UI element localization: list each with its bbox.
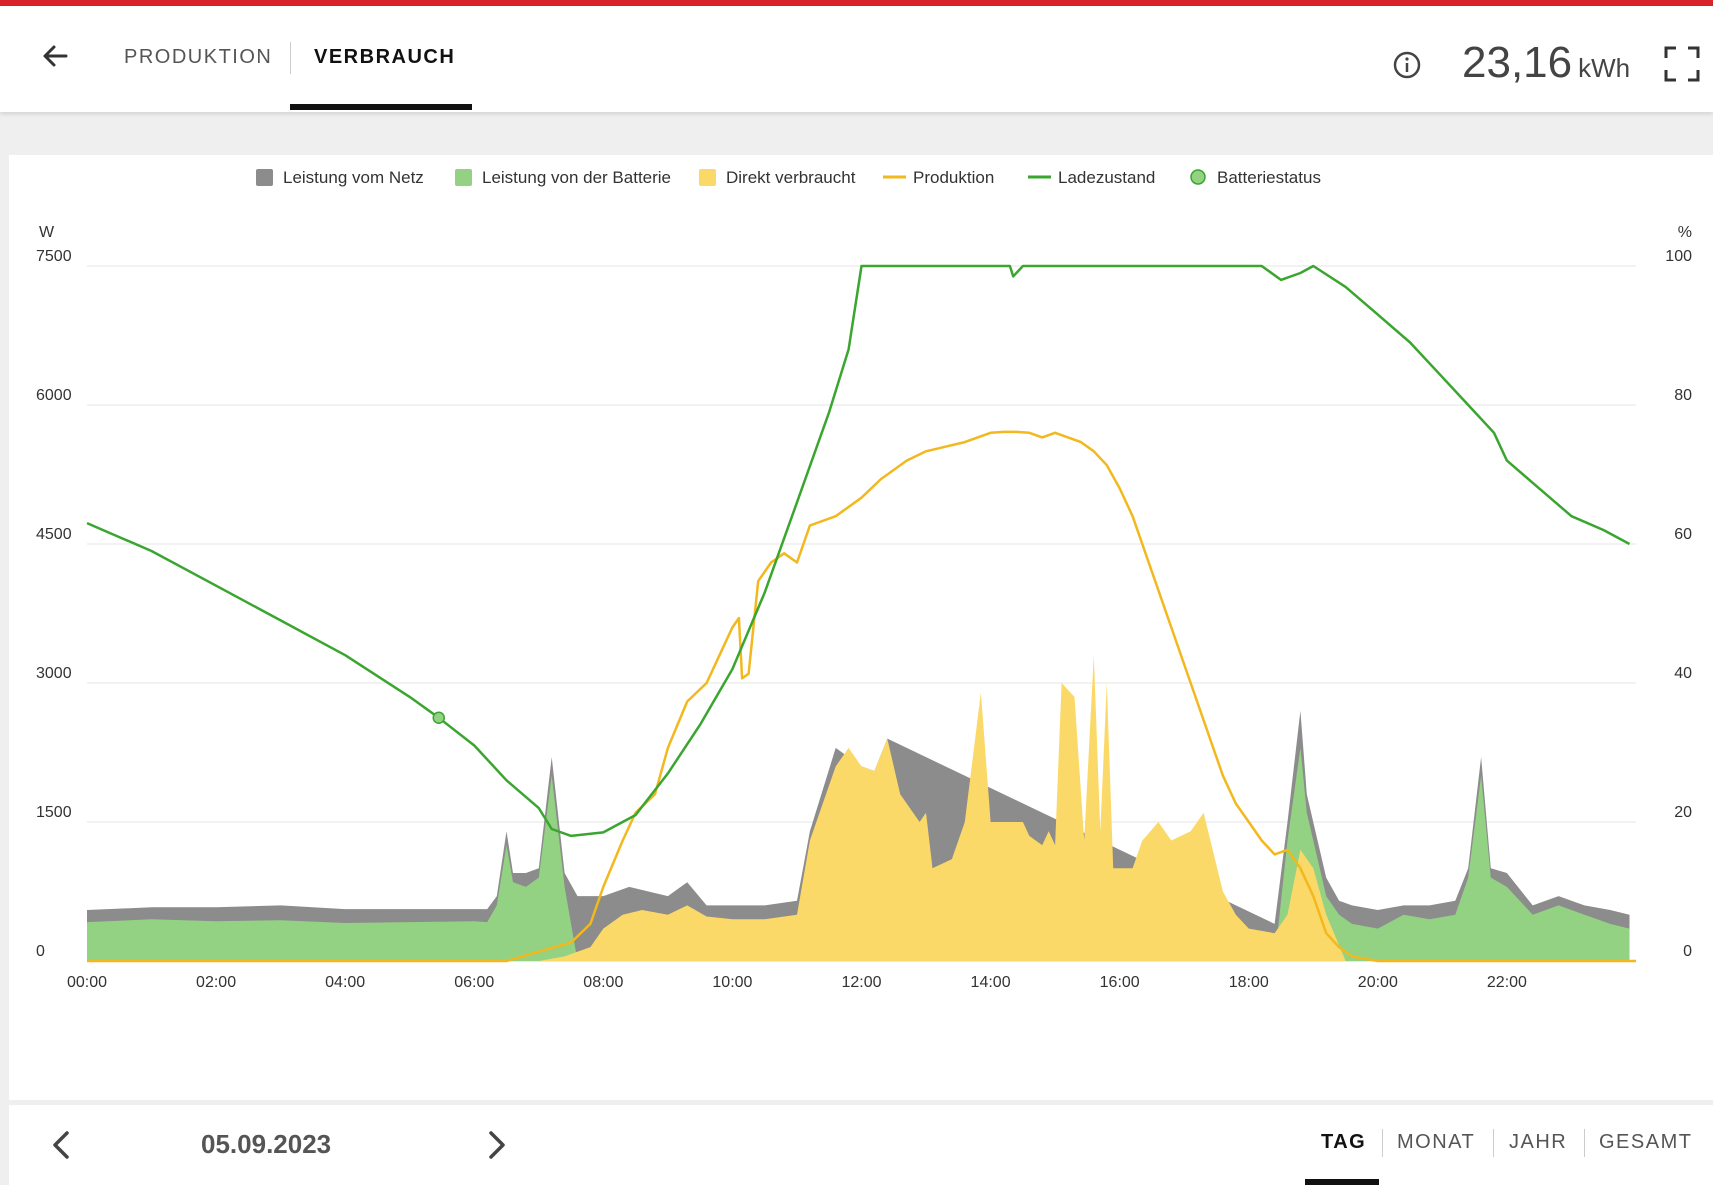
area-series <box>87 655 1636 961</box>
x-tick-label: 20:00 <box>1358 974 1398 991</box>
legend-swatch <box>256 169 273 186</box>
period-divider <box>1382 1129 1383 1157</box>
energy-total: 23,16 kWh <box>1462 38 1630 88</box>
active-tab-indicator <box>290 104 472 110</box>
x-tick-label: 18:00 <box>1229 974 1269 991</box>
legend-label: Direkt verbraucht <box>726 168 856 187</box>
legend-item[interactable]: Leistung vom Netz <box>256 168 424 187</box>
area-leistung-von-der-batterie <box>87 747 1630 961</box>
fullscreen-button[interactable] <box>1664 46 1700 82</box>
legend-label: Leistung vom Netz <box>283 168 424 187</box>
chevron-left-icon <box>53 1131 69 1159</box>
tab-verbrauch[interactable]: VERBRAUCH <box>314 46 456 68</box>
y-tick-label-left: 1500 <box>36 804 72 821</box>
y-tick-label-right: 100 <box>1665 248 1692 265</box>
y-tick-label-right: 0 <box>1683 943 1692 960</box>
legend-swatch <box>1190 169 1206 185</box>
info-icon <box>1393 51 1421 79</box>
legend-item[interactable]: Produktion <box>883 168 994 187</box>
legend: Leistung vom Netz Leistung von der Batter… <box>256 168 1321 187</box>
legend-swatch <box>455 169 472 186</box>
y-tick-label-right: 40 <box>1674 665 1692 682</box>
y-tick-label-left: 0 <box>36 943 45 960</box>
period-divider <box>1493 1129 1494 1157</box>
x-tick-label: 14:00 <box>971 974 1011 991</box>
y-tick-label-right: 80 <box>1674 387 1692 404</box>
current-date[interactable]: 05.09.2023 <box>201 1129 332 1159</box>
area-direkt-verbraucht <box>87 655 1636 961</box>
period-divider <box>1584 1129 1585 1157</box>
battery-status-marker[interactable] <box>432 711 446 724</box>
period-tag[interactable]: TAG <box>1321 1131 1367 1153</box>
axis-labels: 0 1500 3000 4500 6000 7500 0 20 40 60 80 100 W % 00:00… <box>36 224 1692 991</box>
legend-item[interactable]: Batteriestatus <box>1190 168 1321 187</box>
consumption-chart: Leistung vom Netz Leistung von der Batter… <box>36 168 1692 991</box>
legend-label: Produktion <box>913 168 994 187</box>
header: PRODUKTION VERBRAUCH 23,16 kWh <box>0 6 1713 112</box>
period-gesamt[interactable]: GESAMT <box>1599 1131 1693 1153</box>
x-tick-label: 16:00 <box>1100 974 1140 991</box>
chart-card: Leistung vom Netz Leistung von der Batter… <box>9 155 1713 1100</box>
legend-item[interactable]: Leistung von der Batterie <box>455 168 671 187</box>
x-tick-label: 04:00 <box>325 974 365 991</box>
line-series <box>86 264 1636 963</box>
period-monat[interactable]: MONAT <box>1397 1131 1476 1153</box>
legend-label: Batteriestatus <box>1217 168 1321 187</box>
legend-label: Leistung von der Batterie <box>482 168 671 187</box>
legend-swatch <box>699 169 716 186</box>
footer: 05.09.2023 TAG MONAT JAHR GESAMT <box>9 1105 1713 1185</box>
y-tick-label-left: 4500 <box>36 526 72 543</box>
line-produktion <box>87 430 1636 963</box>
y-tick-label-left: 7500 <box>36 248 72 265</box>
top-accent-bar <box>0 0 1713 6</box>
x-tick-label: 02:00 <box>196 974 236 991</box>
x-tick-label: 22:00 <box>1487 974 1527 991</box>
x-tick-label: 06:00 <box>454 974 494 991</box>
x-tick-label: 00:00 <box>67 974 107 991</box>
info-button[interactable] <box>1392 50 1422 80</box>
period-jahr[interactable]: JAHR <box>1509 1131 1568 1153</box>
y-tick-label-left: 3000 <box>36 665 72 682</box>
y-tick-label-left: 6000 <box>36 387 72 404</box>
next-day-button[interactable] <box>478 1127 514 1163</box>
line-ladezustand <box>86 264 1631 838</box>
energy-value: 23,16 <box>1462 38 1573 87</box>
energy-unit: kWh <box>1578 53 1631 83</box>
back-arrow-icon <box>43 45 68 67</box>
back-button[interactable] <box>36 36 76 76</box>
x-tick-label: 08:00 <box>583 974 623 991</box>
previous-day-button[interactable] <box>44 1127 80 1163</box>
fullscreen-icon <box>1664 46 1700 82</box>
y-axis-unit-right: % <box>1678 224 1692 241</box>
tab-divider <box>290 42 291 74</box>
y-tick-label-right: 20 <box>1674 804 1692 821</box>
legend-label: Ladezustand <box>1058 168 1155 187</box>
x-tick-label: 10:00 <box>712 974 752 991</box>
legend-item[interactable]: Ladezustand <box>1028 168 1155 187</box>
active-period-indicator <box>1305 1179 1379 1185</box>
y-tick-label-right: 60 <box>1674 526 1692 543</box>
x-tick-label: 12:00 <box>841 974 881 991</box>
chevron-right-icon <box>489 1131 505 1159</box>
tab-produktion[interactable]: PRODUKTION <box>124 46 273 68</box>
y-axis-unit-left: W <box>39 224 55 241</box>
legend-item[interactable]: Direkt verbraucht <box>699 168 856 187</box>
